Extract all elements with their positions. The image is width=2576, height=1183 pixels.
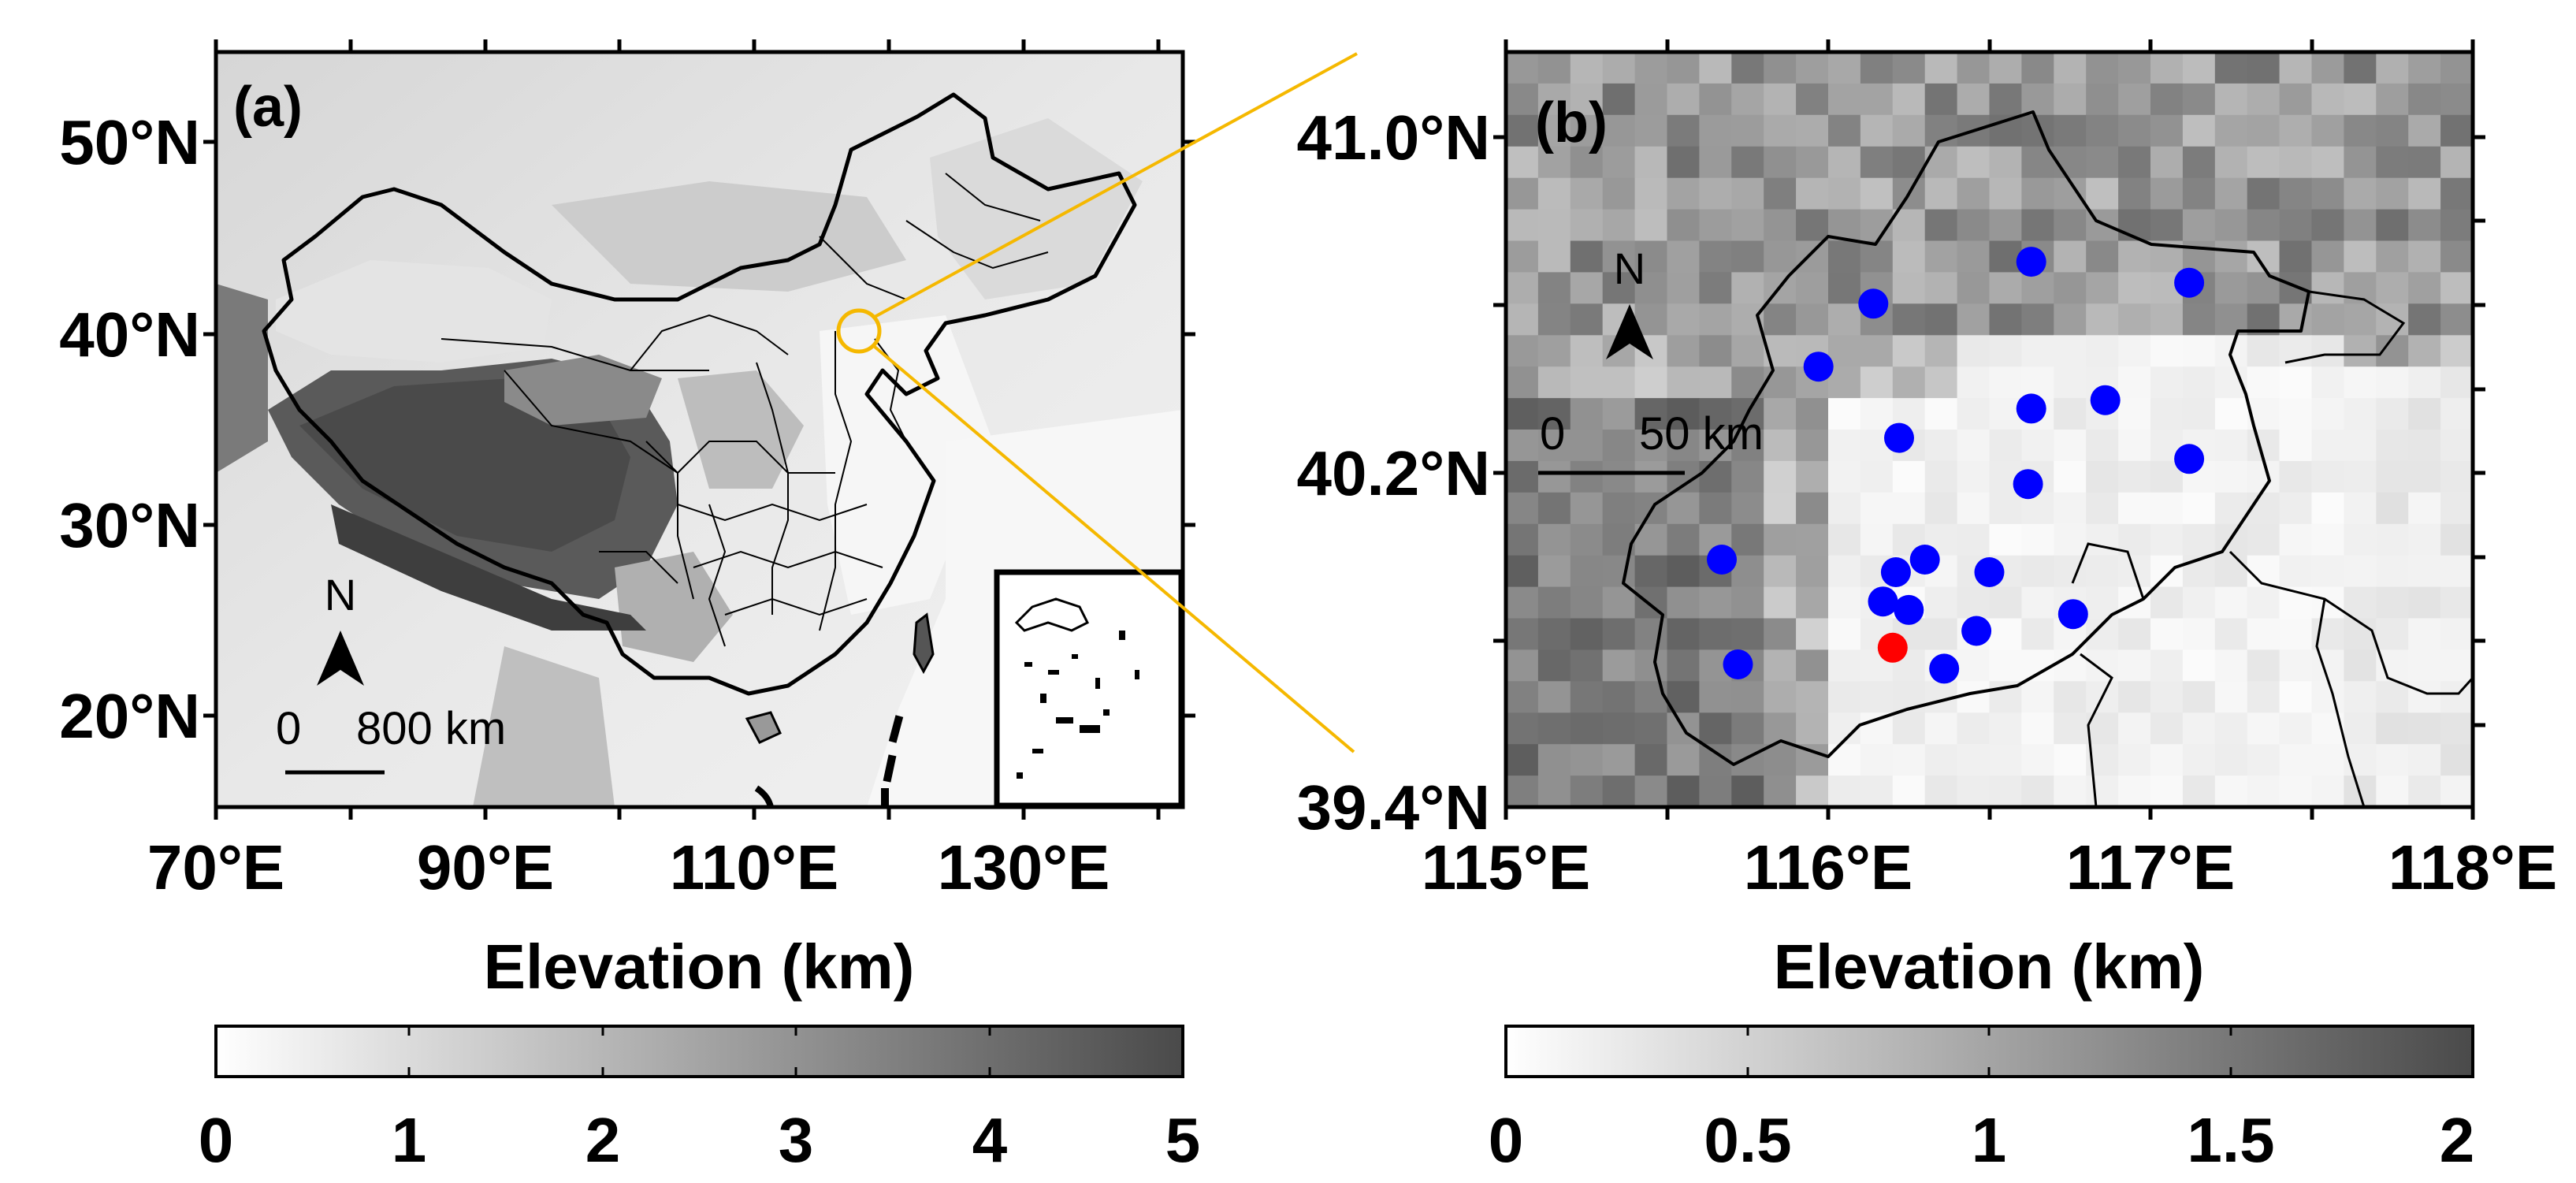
lon-tick-b: 116°E <box>1744 832 1912 902</box>
station-marker <box>2016 247 2046 277</box>
xlabel-b: Elevation (km) <box>1774 932 2205 1002</box>
lon-tick-a: 110°E <box>670 832 838 902</box>
colorbar-b-tick: 2 <box>2440 1105 2475 1175</box>
station-marker <box>1803 352 1834 382</box>
china-border <box>262 92 1137 696</box>
inset-islands <box>1014 597 1139 779</box>
colorbar-b-ticks <box>1746 1026 2232 1077</box>
station-marker <box>1961 616 1992 646</box>
panel-b-ticks <box>1493 39 2485 820</box>
north-arrow-b <box>1606 304 1653 359</box>
zoom-connector-lines <box>873 52 1358 753</box>
station-marker <box>1894 594 1924 625</box>
station-marker <box>2013 469 2043 500</box>
colorbar-a-tick: 2 <box>585 1105 621 1175</box>
lat-tick-b: 40.2°N <box>1297 438 1490 508</box>
station-marker <box>1880 557 1911 587</box>
station-markers <box>1707 247 2205 684</box>
colorbar-a-tick: 1 <box>392 1105 427 1175</box>
station-marker <box>1929 653 1960 684</box>
beijing-highlight <box>836 308 882 354</box>
colorbar-b-tick: 1.5 <box>2187 1105 2274 1175</box>
lat-tick-a: 30°N <box>59 490 200 560</box>
lon-tick-a: 70°E <box>147 832 284 902</box>
panel-a-frame <box>214 50 1185 809</box>
province-boundaries <box>440 173 1049 647</box>
south-china-sea-inset <box>994 569 1183 807</box>
lon-tick-a: 130°E <box>938 832 1110 902</box>
lon-tick-b: 115°E <box>1422 832 1590 902</box>
scale-zero-a: 0 <box>276 703 301 754</box>
xlabel-a: Elevation (km) <box>484 932 915 1002</box>
north-label-a: N <box>325 570 356 619</box>
station-marker <box>1909 545 1940 575</box>
panel-b-label: (b) <box>1535 91 1608 154</box>
panel-a-china-map: (a) N 0 800 km 50°N 40°N 30°N 20°N 70°E … <box>59 39 1200 1175</box>
station-marker <box>2174 444 2205 474</box>
colorbar-a-ticks <box>407 1026 991 1077</box>
scale-dist-b: 50 km <box>1639 408 1764 459</box>
station-marker <box>1707 545 1737 575</box>
station-marker <box>1884 422 1914 453</box>
highlight-station-marker <box>1877 632 1908 663</box>
panel-b-beijing-map: (b) N 0 50 km 41.0°N 40.2°N 39.4°N 115°E… <box>1297 39 2557 1175</box>
lat-tick-a: 50°N <box>59 107 200 177</box>
station-marker <box>1974 557 2005 587</box>
colorbar-a-tick: 3 <box>779 1105 814 1175</box>
station-marker <box>2174 267 2205 298</box>
station-marker <box>1858 288 1889 319</box>
lat-tick-b: 39.4°N <box>1297 772 1490 843</box>
panel-a-relief <box>216 52 1183 807</box>
scale-dist-a: 800 km <box>356 703 506 754</box>
lat-tick-a: 40°N <box>59 299 200 370</box>
colorbar-a-tick: 0 <box>199 1105 234 1175</box>
station-marker <box>2016 393 2046 424</box>
north-label-b: N <box>1614 244 1645 293</box>
lon-tick-b: 117°E <box>2066 832 2235 902</box>
lat-tick-b: 41.0°N <box>1297 102 1490 173</box>
station-marker <box>1723 649 1753 679</box>
colorbar-b-tick: 0.5 <box>1704 1105 1791 1175</box>
panel-a-label: (a) <box>233 76 303 139</box>
lat-tick-a: 20°N <box>59 681 200 751</box>
colorbar-a <box>214 1025 1184 1078</box>
north-arrow-a <box>317 631 364 686</box>
station-marker <box>1868 586 1898 617</box>
colorbar-a-tick: 5 <box>1165 1105 1201 1175</box>
colorbar-a-tick: 4 <box>972 1105 1008 1175</box>
neighbour-boundaries <box>2071 290 2473 807</box>
station-marker <box>2057 599 2088 630</box>
scale-zero-b: 0 <box>1540 408 1565 459</box>
lon-tick-a: 90°E <box>417 832 554 902</box>
panel-b-elevation-grid <box>1506 52 2473 807</box>
lon-tick-b: 118°E <box>2388 832 2557 902</box>
station-marker <box>2090 385 2121 415</box>
panel-a-ticks <box>203 39 1195 820</box>
colorbar-b-tick: 1 <box>1972 1105 2007 1175</box>
colorbar-b-tick: 0 <box>1489 1105 1524 1175</box>
